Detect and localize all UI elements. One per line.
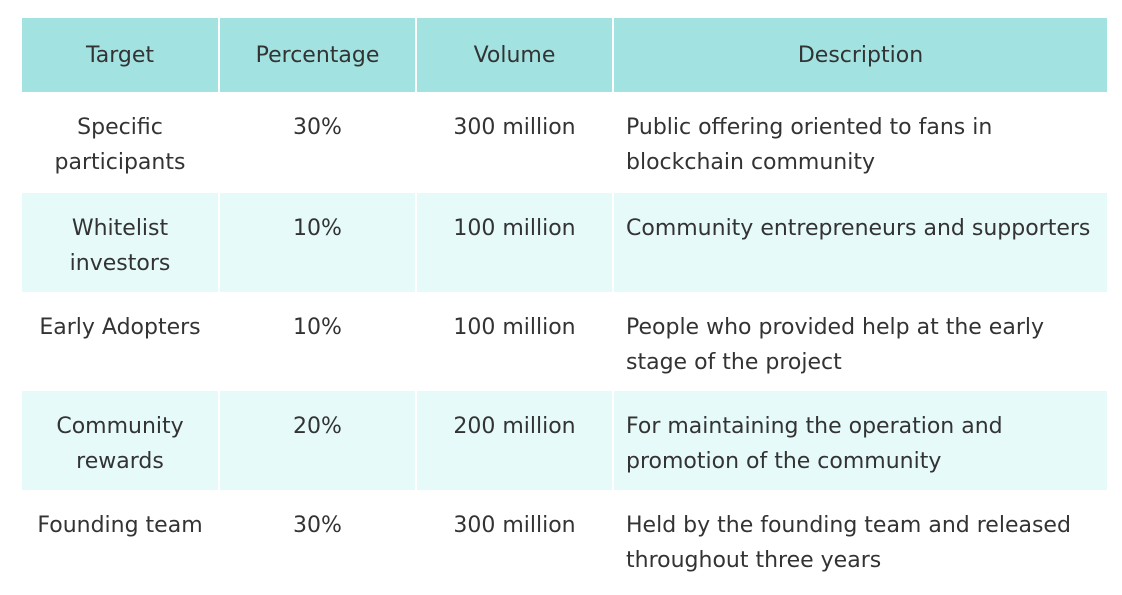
cell-volume: 100 million (415, 292, 614, 391)
table-row: Specific participants 30% 300 million Pu… (22, 92, 1107, 193)
cell-percentage: 10% (218, 292, 417, 391)
cell-target: Whitelist investors (22, 193, 220, 292)
cell-target: Specific participants (22, 92, 220, 193)
header-description: Description (612, 18, 1107, 92)
cell-description: Held by the founding team and released t… (612, 490, 1107, 589)
header-percentage: Percentage (218, 18, 417, 92)
table-header: Target Percentage Volume Description (22, 18, 1107, 92)
table-row: Founding team 30% 300 million Held by th… (22, 490, 1107, 589)
table-row: Early Adopters 10% 100 million People wh… (22, 292, 1107, 391)
header-row: Target Percentage Volume Description (22, 18, 1107, 92)
table-row: Community rewards 20% 200 million For ma… (22, 391, 1107, 490)
cell-percentage: 30% (218, 490, 417, 589)
cell-volume: 300 million (415, 92, 614, 193)
cell-target: Founding team (22, 490, 220, 589)
cell-volume: 300 million (415, 490, 614, 589)
cell-percentage: 20% (218, 391, 417, 490)
cell-description: For maintaining the operation and promot… (612, 391, 1107, 490)
cell-target: Community rewards (22, 391, 220, 490)
header-target: Target (22, 18, 220, 92)
table-row: Whitelist investors 10% 100 million Comm… (22, 193, 1107, 292)
token-allocation-table: Target Percentage Volume Description Spe… (22, 18, 1107, 589)
cell-description: People who provided help at the early st… (612, 292, 1107, 391)
cell-percentage: 30% (218, 92, 417, 193)
header-volume: Volume (415, 18, 614, 92)
cell-volume: 100 million (415, 193, 614, 292)
cell-description: Community entrepreneurs and supporters (612, 193, 1107, 292)
table-body: Specific participants 30% 300 million Pu… (22, 92, 1107, 589)
cell-percentage: 10% (218, 193, 417, 292)
cell-volume: 200 million (415, 391, 614, 490)
cell-description: Public offering oriented to fans in bloc… (612, 92, 1107, 193)
cell-target: Early Adopters (22, 292, 220, 391)
